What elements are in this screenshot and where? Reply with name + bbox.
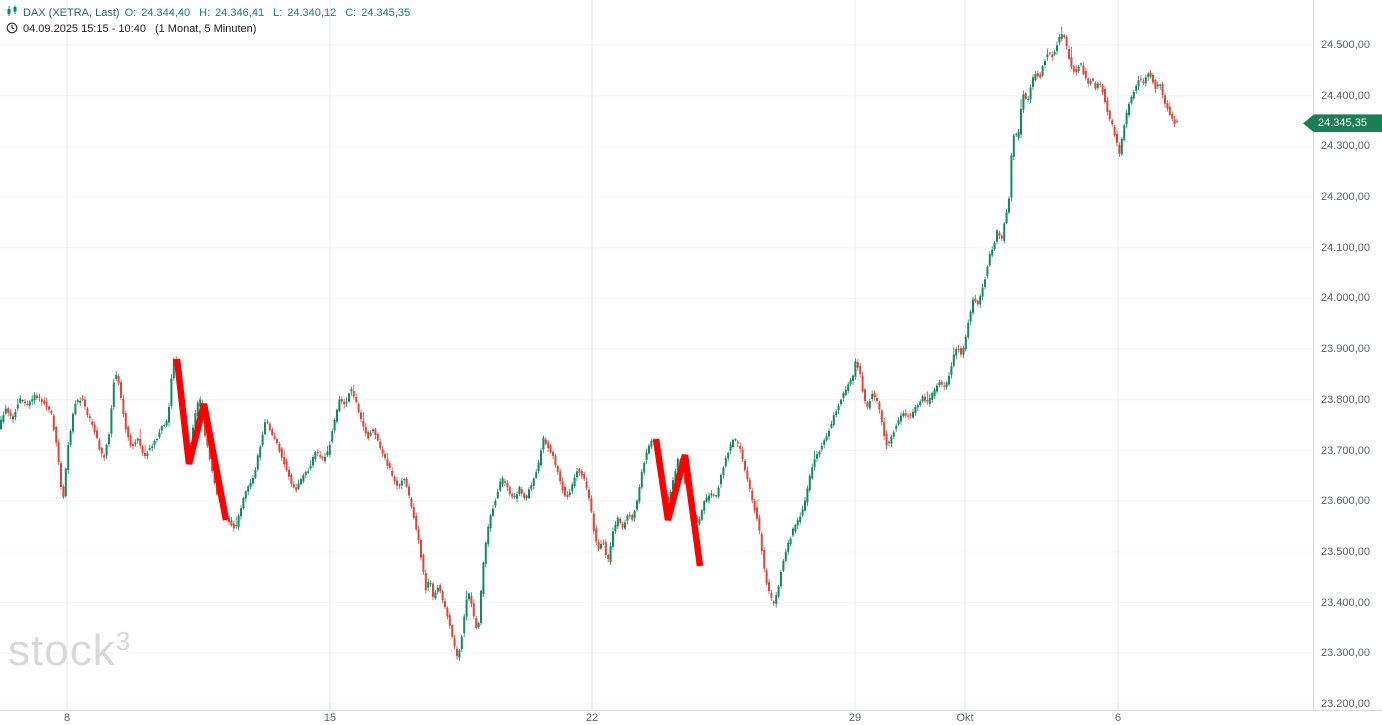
price-axis[interactable]: 24.500,00 24.400,00 24.300,00 24.200,00 24.1…: [1313, 0, 1382, 710]
price-tick-label: 23.400,00: [1321, 596, 1370, 609]
price-tick-label: 23.800,00: [1321, 393, 1370, 406]
watermark-text: stock: [8, 626, 116, 675]
time-tick-label: 6: [1114, 712, 1122, 724]
chart-legend: DAX (XETRA, Last) O: 24.344,40 H: 24.346…: [6, 5, 414, 37]
trend-annotation[interactable]: [652, 438, 704, 567]
time-tick-label: 29: [848, 712, 862, 724]
price-tick-label: 24.500,00: [1321, 39, 1370, 51]
candle-wicks: [0, 26, 1178, 661]
gridlines: [66, 0, 1119, 710]
open-label: O:: [124, 7, 137, 19]
price-tick-label: 23.500,00: [1321, 545, 1370, 558]
high-label: H:: [199, 7, 211, 19]
price-tick-label: 24.000,00: [1321, 292, 1370, 305]
candle-bodies: [0, 34, 1178, 658]
datetime-range: 04.09.2025 15:15 - 10:40: [23, 23, 146, 35]
last-price-badge: 24.345,35: [1303, 114, 1382, 133]
price-tick-label: 23.700,00: [1321, 444, 1370, 457]
close-value: 24.345,35: [361, 7, 411, 19]
price-tick-label: 23.600,00: [1321, 495, 1370, 508]
watermark-sup: 3: [115, 626, 131, 656]
price-tick-label: 24.100,00: [1321, 241, 1370, 254]
price-tick-label: 24.300,00: [1321, 140, 1370, 153]
price-tick-label: 24.200,00: [1321, 191, 1370, 204]
time-tick-label: 22: [585, 712, 599, 724]
close-label: C:: [345, 7, 357, 19]
time-tick-label: Okt: [956, 712, 974, 724]
open-value: 24.344,40: [141, 7, 191, 19]
price-tick-label: 23.200,00: [1321, 698, 1370, 710]
price-tick-label: 23.900,00: [1321, 343, 1370, 356]
time-tick-label: 8: [63, 712, 71, 724]
low-label: L:: [273, 7, 283, 19]
low-value: 24.340,12: [287, 7, 337, 19]
clock-icon: [6, 22, 18, 37]
stock3-watermark-logo: stock3: [8, 626, 130, 676]
instrument-name: DAX (XETRA, Last): [23, 7, 120, 19]
time-axis[interactable]: 8 15 22 29 Okt 6: [0, 710, 1382, 725]
time-tick-label: 15: [323, 712, 337, 724]
legend-row-time: 04.09.2025 15:15 - 10:40 (1 Monat, 5 Min…: [6, 21, 414, 37]
last-price-label: 24.345,35: [1318, 117, 1367, 130]
price-tick-label: 23.300,00: [1321, 647, 1370, 660]
interval-info: (1 Monat, 5 Minuten): [154, 23, 257, 35]
price-tick-label: 24.400,00: [1321, 89, 1370, 102]
candlestick-icon: [6, 4, 18, 22]
trend-annotation[interactable]: [173, 358, 230, 521]
high-value: 24.346,41: [215, 7, 265, 19]
legend-row-instrument: DAX (XETRA, Last) O: 24.344,40 H: 24.346…: [6, 5, 414, 21]
